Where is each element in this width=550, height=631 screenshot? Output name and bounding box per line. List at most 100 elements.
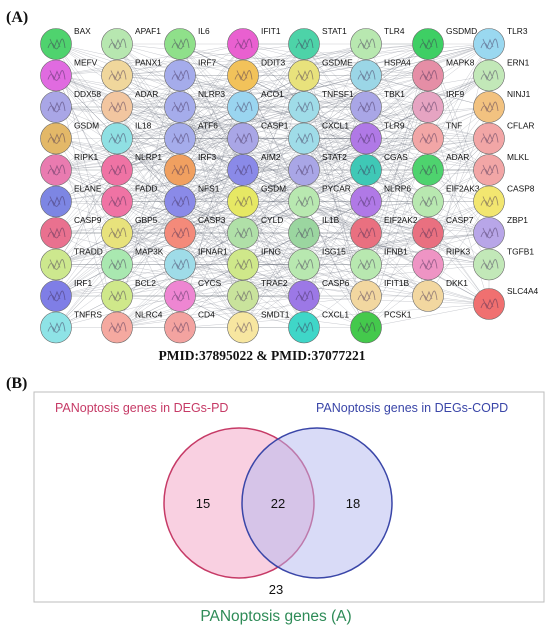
protein-node[interactable]: AIM2 [227,152,281,186]
protein-node[interactable]: MLKL [473,152,530,186]
protein-node[interactable]: PANX1 [101,58,163,92]
protein-node[interactable]: CYCS [164,278,222,312]
protein-node[interactable]: MAP3K [101,247,164,281]
protein-structure-glyph [108,133,127,144]
protein-node[interactable]: TLR9 [350,121,405,155]
protein-node[interactable]: CASP1 [227,121,289,155]
protein-node[interactable]: STAT1 [288,26,348,60]
protein-node[interactable]: BCL2 [101,278,157,312]
protein-node[interactable]: IFNAR1 [164,247,229,281]
protein-node[interactable]: GSDMD [412,26,478,60]
protein-node[interactable]: SMDT1 [227,310,290,344]
protein-node-circle [164,311,196,344]
venn-left-only-count: 15 [196,496,210,511]
protein-node[interactable]: GSDM [40,121,100,155]
protein-node[interactable]: CASP8 [473,184,535,218]
protein-node[interactable]: STAT2 [288,152,348,186]
protein-node[interactable]: CASP7 [412,215,474,249]
protein-structure-glyph [357,322,376,333]
protein-node-circle [473,185,505,218]
protein-node[interactable]: ACO1 [227,89,285,123]
protein-node[interactable]: ERN1 [473,58,530,92]
protein-node-label: CASP6 [322,278,350,288]
protein-node[interactable]: DDIT3 [227,58,286,92]
protein-node-label: CXCL1 [322,121,349,131]
protein-node[interactable]: IL6 [164,26,210,60]
protein-node[interactable]: IFIT1B [350,278,410,312]
protein-node[interactable]: IRF9 [412,89,465,123]
protein-node[interactable]: GBP5 [101,215,158,249]
protein-node[interactable]: BAX [40,26,92,60]
protein-node[interactable]: NFS1 [164,184,220,218]
protein-node-label: GSDM [261,184,286,194]
protein-node[interactable]: TRAF2 [227,278,288,312]
protein-node[interactable]: ADAR [412,152,470,186]
protein-node[interactable]: EIF2AK3 [412,184,480,218]
protein-node[interactable]: EIF2AK2 [350,215,418,249]
protein-node[interactable]: FADD [101,184,158,218]
protein-node[interactable]: CASP3 [164,215,226,249]
protein-node[interactable]: TNFSF1 [288,89,354,123]
protein-structure-glyph [295,322,314,333]
protein-node[interactable]: CD4 [164,310,216,344]
protein-structure-glyph [419,290,438,302]
protein-node[interactable]: GSDM [227,184,287,218]
protein-node[interactable]: IL1B [288,215,340,249]
protein-node[interactable]: CXCL1 [288,121,350,155]
panel-b-label: (B) [6,375,27,392]
protein-node[interactable]: NLRP6 [350,184,412,218]
protein-node[interactable]: NLRP3 [164,89,226,123]
protein-node[interactable]: TLR4 [350,26,405,60]
protein-node[interactable]: CGAS [350,152,409,186]
protein-node[interactable]: RIPK3 [412,247,471,281]
protein-node-circle [101,280,133,312]
protein-node[interactable]: NLRC4 [101,310,163,344]
protein-node-label: IFNAR1 [198,247,228,257]
protein-node[interactable]: TBK1 [350,89,406,123]
protein-node[interactable]: TLR3 [473,26,528,60]
protein-node[interactable]: ATF6 [164,121,219,155]
protein-node[interactable]: PCSK1 [350,310,412,344]
protein-node[interactable]: GSDME [288,58,354,92]
protein-node[interactable]: CASP6 [288,278,350,312]
venn-universe-title: PANoptosis genes (A) [200,608,351,625]
protein-node-circle [40,217,72,249]
protein-node[interactable]: IFNG [227,247,282,281]
protein-node-label: PCSK1 [384,310,412,320]
protein-node[interactable]: ELANE [40,184,102,218]
protein-node[interactable]: TNFRS [40,310,103,344]
protein-node[interactable]: SLC4A4 [473,286,539,320]
protein-node[interactable]: TNF [412,121,463,155]
network-edge [303,43,490,305]
protein-node[interactable]: DDX58 [40,89,102,123]
protein-node[interactable]: TRADD [40,247,103,281]
protein-node[interactable]: IFNB1 [350,247,409,281]
protein-node[interactable]: NINJ1 [473,89,531,123]
protein-node[interactable]: MAPK8 [412,58,475,92]
protein-node[interactable]: MEFV [40,58,98,92]
protein-node[interactable]: CASP9 [40,215,102,249]
protein-node-label: IRF9 [446,89,464,99]
protein-node[interactable]: IRF1 [40,278,93,312]
protein-node[interactable]: DKK1 [412,278,469,312]
protein-node-circle [412,185,444,218]
protein-node[interactable]: IL18 [101,121,152,155]
protein-node[interactable]: ZBP1 [473,215,529,249]
protein-node[interactable]: CFLAR [473,121,535,155]
protein-node[interactable]: HSPA4 [350,58,412,92]
protein-node[interactable]: TGFB1 [473,247,535,281]
protein-node[interactable]: CYLD [227,215,284,249]
protein-structure-glyph [295,259,314,270]
protein-node-circle [288,59,320,92]
protein-node[interactable]: IFIT1 [227,26,281,60]
protein-node[interactable]: RIPK1 [40,152,99,186]
protein-node[interactable]: ISG15 [288,247,347,281]
protein-node[interactable]: NLRP1 [101,152,163,186]
protein-node[interactable]: ADAR [101,89,159,123]
protein-node[interactable]: CXCL1 [288,310,350,344]
protein-structure-glyph [419,164,438,176]
protein-node[interactable]: IRF7 [164,58,217,92]
protein-node[interactable]: PYCAR [288,184,351,218]
protein-node[interactable]: APAF1 [101,26,162,60]
protein-node[interactable]: IRF3 [164,152,217,186]
